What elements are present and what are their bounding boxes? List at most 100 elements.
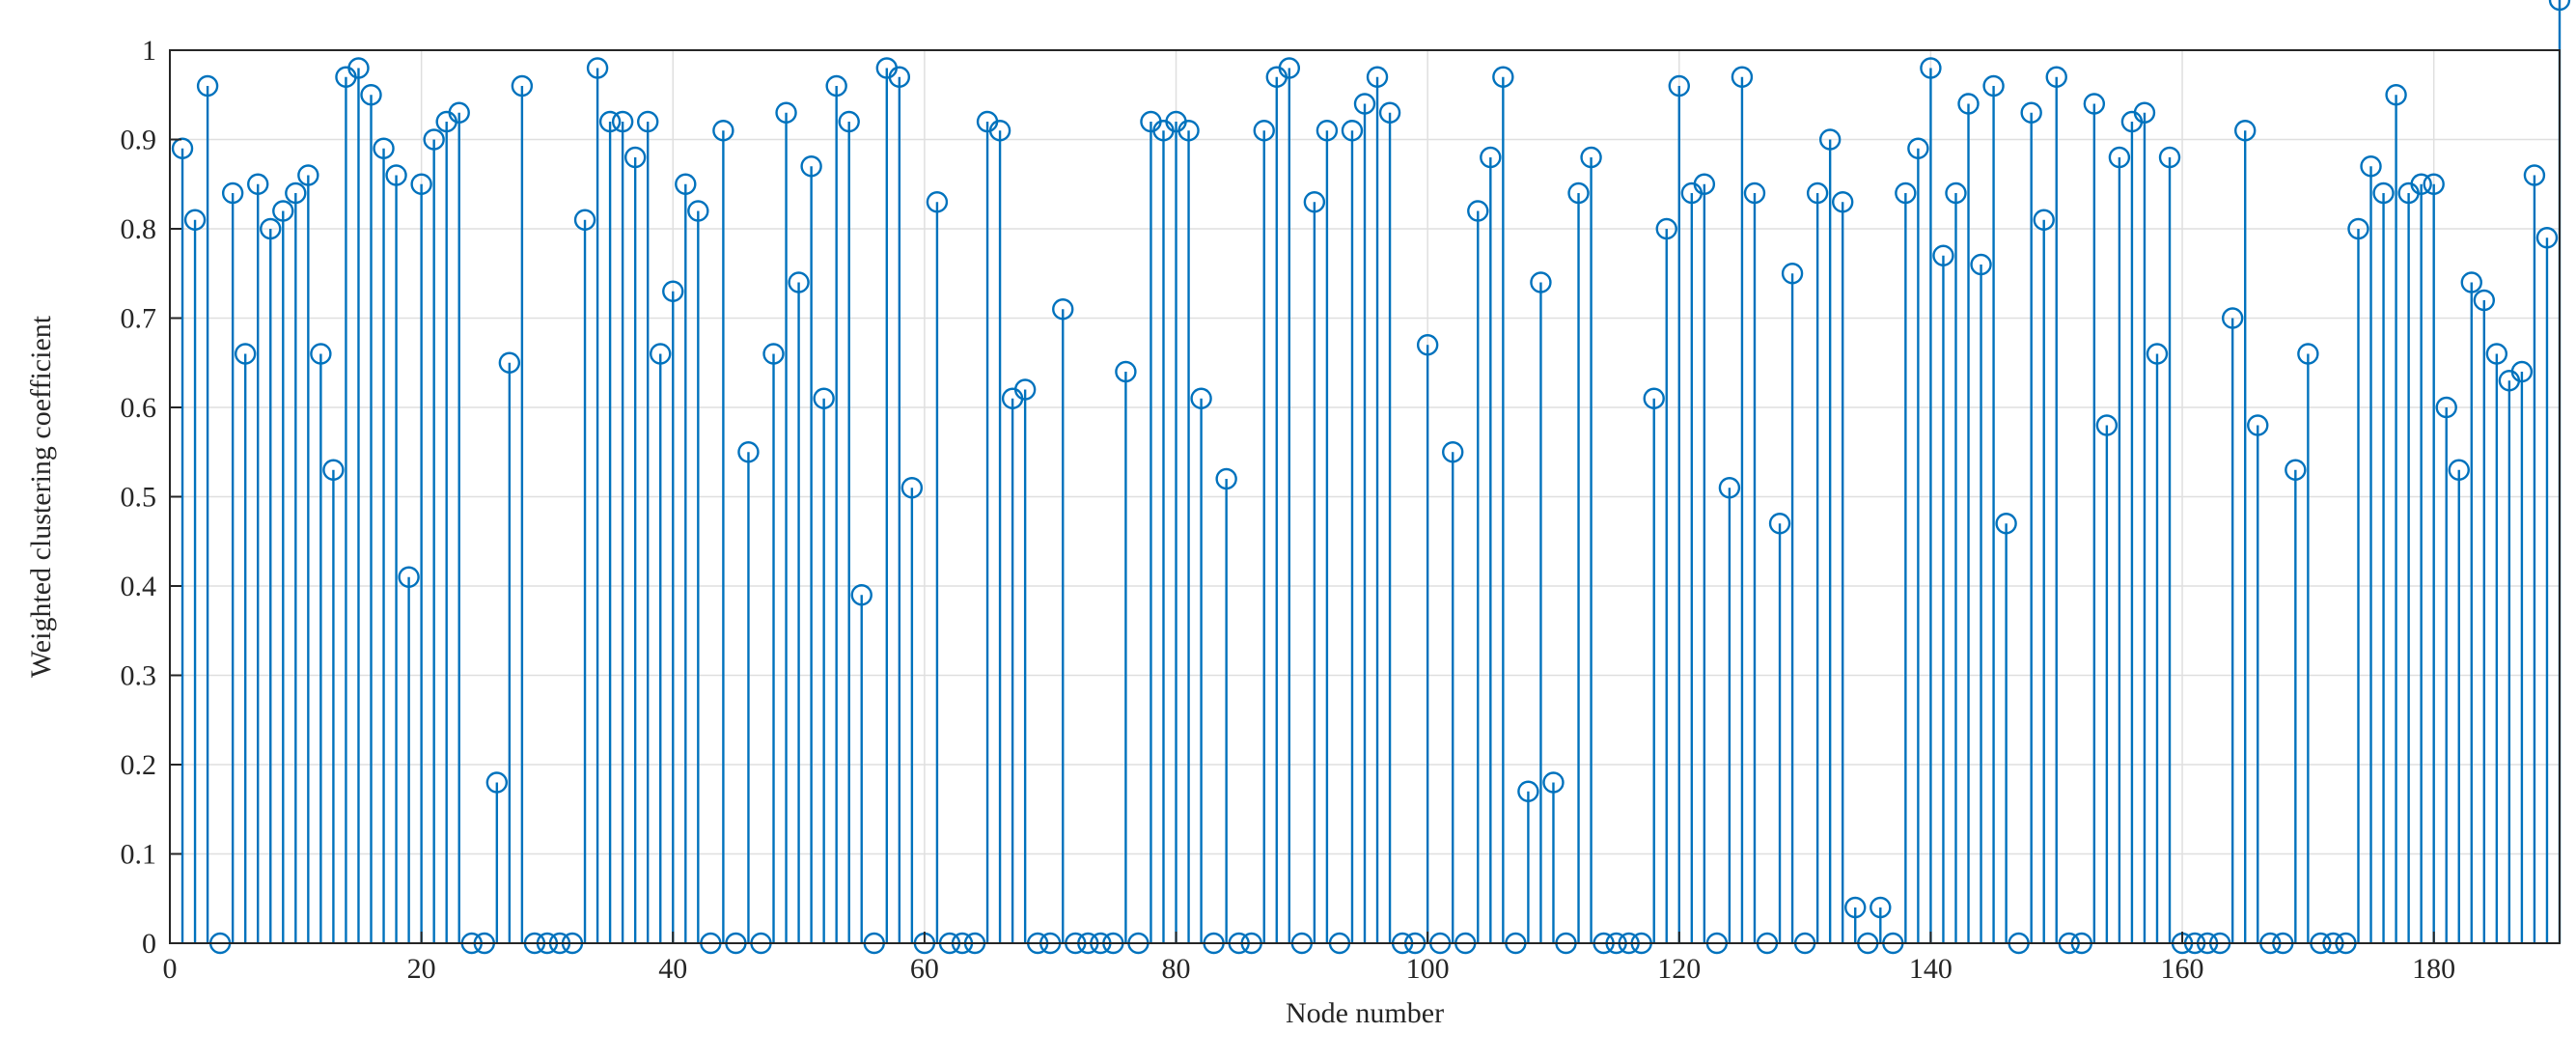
- stem-point: [1492, 66, 1514, 943]
- stem-point: [1731, 66, 1754, 943]
- stem-marker: [1353, 93, 1376, 115]
- stem-marker: [1278, 57, 1301, 79]
- stem-marker: [1643, 387, 1665, 409]
- stem-marker: [1366, 66, 1389, 88]
- stem-marker: [1844, 896, 1867, 919]
- stem-point: [2083, 93, 2106, 943]
- stem-point: [272, 200, 294, 943]
- stem-marker: [1215, 467, 1237, 490]
- stem-point: [2460, 271, 2482, 943]
- stem-point: [888, 66, 911, 943]
- stem-marker: [1831, 191, 1854, 213]
- stem-point: [1316, 120, 1339, 943]
- stem-point: [2347, 217, 2369, 943]
- stem-marker: [2448, 459, 2470, 481]
- stem-point: [373, 137, 395, 943]
- stem-marker: [1517, 780, 1539, 802]
- stem-marker: [1480, 146, 1502, 169]
- stem-marker: [373, 137, 395, 159]
- stem-marker: [1768, 513, 1791, 535]
- stem-marker: [2221, 307, 2244, 329]
- stem-marker: [1580, 146, 1602, 169]
- stem-marker: [322, 459, 345, 481]
- stem-point: [221, 181, 244, 943]
- y-tick-label: 0.7: [121, 303, 157, 335]
- stem-point: [285, 181, 307, 943]
- stem-point: [1530, 271, 1552, 943]
- stem-marker: [247, 173, 269, 195]
- stem-marker: [737, 441, 760, 463]
- stem-point: [825, 74, 847, 943]
- stem-marker: [2285, 459, 2307, 481]
- stem-marker: [611, 110, 634, 133]
- stem-marker: [183, 209, 207, 231]
- stem-marker: [1303, 191, 1326, 213]
- stem-marker: [1870, 896, 1892, 919]
- stem-point: [2523, 164, 2546, 943]
- y-tick-label: 0.1: [121, 839, 157, 871]
- stem-marker: [1052, 298, 1074, 321]
- stem-point: [398, 566, 420, 943]
- stem-point: [926, 191, 949, 943]
- stem-marker: [2133, 101, 2156, 124]
- stem-marker: [1970, 253, 1992, 276]
- stem-marker: [662, 280, 684, 302]
- stem-point: [900, 477, 924, 943]
- stem-point: [1831, 191, 1854, 943]
- stem-marker: [1341, 120, 1364, 142]
- stem-marker: [762, 343, 785, 365]
- stem-marker: [1895, 181, 1917, 205]
- stem-marker: [1416, 334, 1439, 356]
- stem-point: [1982, 74, 2005, 943]
- stem-marker: [1995, 513, 2017, 535]
- stem-point: [598, 110, 622, 943]
- stem-point: [737, 441, 760, 943]
- stem-marker: [573, 209, 596, 231]
- stem-point: [2485, 343, 2508, 943]
- stem-marker: [850, 584, 873, 606]
- y-tick-label: 1: [142, 35, 156, 67]
- y-tick-label: 0.5: [121, 482, 157, 514]
- stem-point: [322, 459, 345, 943]
- stem-point: [2372, 181, 2395, 943]
- stem-point: [1190, 387, 1212, 943]
- stem-point: [1693, 173, 1716, 943]
- stem-point: [2033, 209, 2055, 943]
- x-tick-label: 20: [407, 953, 436, 985]
- stem-point: [1517, 780, 1539, 943]
- stem-marker: [1920, 57, 1942, 79]
- stem-marker: [2423, 173, 2445, 195]
- stem-point: [611, 110, 634, 943]
- stem-marker: [1530, 271, 1552, 293]
- stem-point: [183, 209, 207, 943]
- stem-point: [775, 101, 797, 943]
- stem-marker: [2247, 414, 2269, 436]
- stem-marker: [900, 477, 924, 499]
- stem-point: [1995, 513, 2017, 943]
- stem-point: [1920, 57, 1942, 943]
- stem-marker: [1945, 181, 1967, 205]
- stem-marker: [637, 110, 659, 133]
- stem-marker: [2234, 120, 2257, 142]
- stem-marker: [1743, 181, 1766, 205]
- stem-marker: [2535, 227, 2559, 249]
- stem-point: [196, 74, 219, 943]
- y-axis-ticks: 0 0.1 0.2 0.3 0.4 0.5 0.6 0.7 0.8 0.9 1: [121, 35, 181, 960]
- stem-marker: [838, 110, 860, 133]
- stem-point: [1480, 146, 1502, 943]
- x-tick-label: 40: [658, 953, 687, 985]
- stem-marker: [598, 110, 622, 133]
- stem-point: [1643, 387, 1665, 943]
- stem-marker: [1467, 200, 1489, 222]
- y-tick-label: 0.4: [121, 571, 157, 602]
- stem-point: [360, 84, 382, 943]
- stem-marker: [2548, 0, 2571, 12]
- stem-marker: [448, 101, 470, 124]
- x-tick-label: 140: [1909, 953, 1953, 985]
- stem-marker: [1818, 128, 1842, 151]
- stem-point: [1303, 191, 1326, 943]
- stem-point: [1278, 57, 1301, 943]
- stem-marker: [775, 101, 797, 124]
- stem-marker: [1957, 93, 1980, 115]
- stem-marker: [2510, 360, 2534, 383]
